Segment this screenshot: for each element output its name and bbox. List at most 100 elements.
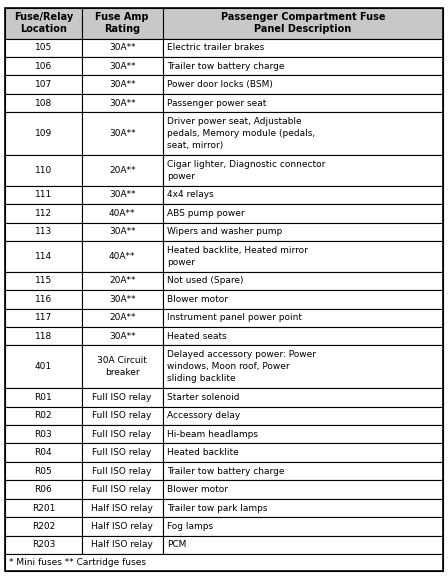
Text: 20A**: 20A** (109, 166, 135, 175)
Bar (163, 309, 443, 327)
Bar (5, 425, 82, 444)
Bar (82, 241, 163, 272)
Text: Rating: Rating (104, 24, 140, 35)
Bar (163, 75, 443, 94)
Bar (82, 204, 163, 222)
Bar (163, 185, 443, 204)
Text: 105: 105 (34, 43, 52, 52)
Text: * Mini fuses ** Cartridge fuses: * Mini fuses ** Cartridge fuses (9, 558, 146, 567)
Text: Wipers and washer pump: Wipers and washer pump (167, 228, 282, 236)
Bar (82, 309, 163, 327)
Text: Delayed accessory power: Power: Delayed accessory power: Power (167, 350, 316, 359)
Bar (163, 327, 443, 346)
Bar (82, 407, 163, 425)
Bar (163, 462, 443, 480)
Text: R203: R203 (32, 540, 55, 550)
Text: power: power (167, 258, 195, 267)
Text: Half ISO relay: Half ISO relay (91, 540, 153, 550)
Text: 111: 111 (34, 191, 52, 199)
Text: windows, Moon roof, Power: windows, Moon roof, Power (167, 362, 289, 372)
Bar (5, 536, 82, 554)
Text: Starter solenoid: Starter solenoid (167, 393, 239, 402)
Bar (163, 480, 443, 499)
Text: Trailer tow battery charge: Trailer tow battery charge (167, 62, 284, 71)
Text: 117: 117 (34, 313, 52, 322)
Bar (82, 222, 163, 241)
Text: sliding backlite: sliding backlite (167, 374, 235, 384)
Text: Instrument panel power point: Instrument panel power point (167, 313, 302, 322)
Text: Blower motor: Blower motor (167, 295, 228, 304)
Text: 30A**: 30A** (109, 228, 135, 236)
Text: Fuse Amp: Fuse Amp (95, 12, 149, 22)
Text: 40A**: 40A** (109, 209, 135, 218)
Text: Heated backlite: Heated backlite (167, 448, 238, 457)
Bar (163, 112, 443, 155)
Bar (163, 388, 443, 407)
Text: 30A**: 30A** (109, 43, 135, 52)
Text: Heated backlite, Heated mirror: Heated backlite, Heated mirror (167, 246, 308, 255)
Text: Accessory delay: Accessory delay (167, 411, 240, 420)
Bar (5, 517, 82, 536)
Text: Panel Description: Panel Description (254, 24, 352, 35)
Text: Location: Location (20, 24, 67, 35)
Text: Power door locks (BSM): Power door locks (BSM) (167, 80, 272, 89)
Text: 114: 114 (35, 252, 52, 261)
Text: Passenger Compartment Fuse: Passenger Compartment Fuse (220, 12, 385, 22)
Bar (163, 272, 443, 290)
Bar (163, 290, 443, 309)
Text: 20A**: 20A** (109, 313, 135, 322)
Bar (82, 346, 163, 388)
Bar (82, 536, 163, 554)
Text: Fog lamps: Fog lamps (167, 522, 213, 531)
Bar (163, 39, 443, 57)
Text: 40A**: 40A** (109, 252, 135, 261)
Text: ABS pump power: ABS pump power (167, 209, 244, 218)
Bar (5, 346, 82, 388)
Text: Full ISO relay: Full ISO relay (92, 485, 152, 494)
Bar (5, 155, 82, 185)
Text: Half ISO relay: Half ISO relay (91, 503, 153, 513)
Bar (5, 407, 82, 425)
Text: 4x4 relays: 4x4 relays (167, 191, 213, 199)
Bar (82, 327, 163, 346)
Text: Trailer tow battery charge: Trailer tow battery charge (167, 467, 284, 476)
Text: Driver power seat, Adjustable: Driver power seat, Adjustable (167, 117, 302, 126)
Bar (5, 272, 82, 290)
Text: R202: R202 (32, 522, 55, 531)
Text: Full ISO relay: Full ISO relay (92, 411, 152, 420)
Bar (5, 480, 82, 499)
Text: Not used (Spare): Not used (Spare) (167, 276, 243, 285)
Text: PCM: PCM (167, 540, 186, 550)
Bar (82, 94, 163, 112)
Text: R06: R06 (34, 485, 52, 494)
Text: power: power (167, 172, 195, 181)
Text: Hi-beam headlamps: Hi-beam headlamps (167, 430, 258, 439)
Bar (5, 241, 82, 272)
Text: 113: 113 (34, 228, 52, 236)
Bar (163, 222, 443, 241)
Bar (82, 425, 163, 444)
Bar (5, 554, 443, 571)
Bar (82, 480, 163, 499)
Text: Blower motor: Blower motor (167, 485, 228, 494)
Text: Electric trailer brakes: Electric trailer brakes (167, 43, 264, 52)
Bar (163, 444, 443, 462)
Bar (5, 185, 82, 204)
Text: 30A**: 30A** (109, 62, 135, 71)
Bar (82, 499, 163, 517)
Bar (163, 407, 443, 425)
Bar (5, 388, 82, 407)
Bar (5, 327, 82, 346)
Text: 30A**: 30A** (109, 295, 135, 304)
Text: R03: R03 (34, 430, 52, 439)
Bar (5, 8, 82, 39)
Text: R201: R201 (32, 503, 55, 513)
Text: 30A**: 30A** (109, 129, 135, 138)
Bar (5, 94, 82, 112)
Text: Trailer tow park lamps: Trailer tow park lamps (167, 503, 267, 513)
Bar (163, 517, 443, 536)
Text: Passenger power seat: Passenger power seat (167, 98, 266, 108)
Bar (5, 39, 82, 57)
Bar (163, 425, 443, 444)
Text: 20A**: 20A** (109, 276, 135, 285)
